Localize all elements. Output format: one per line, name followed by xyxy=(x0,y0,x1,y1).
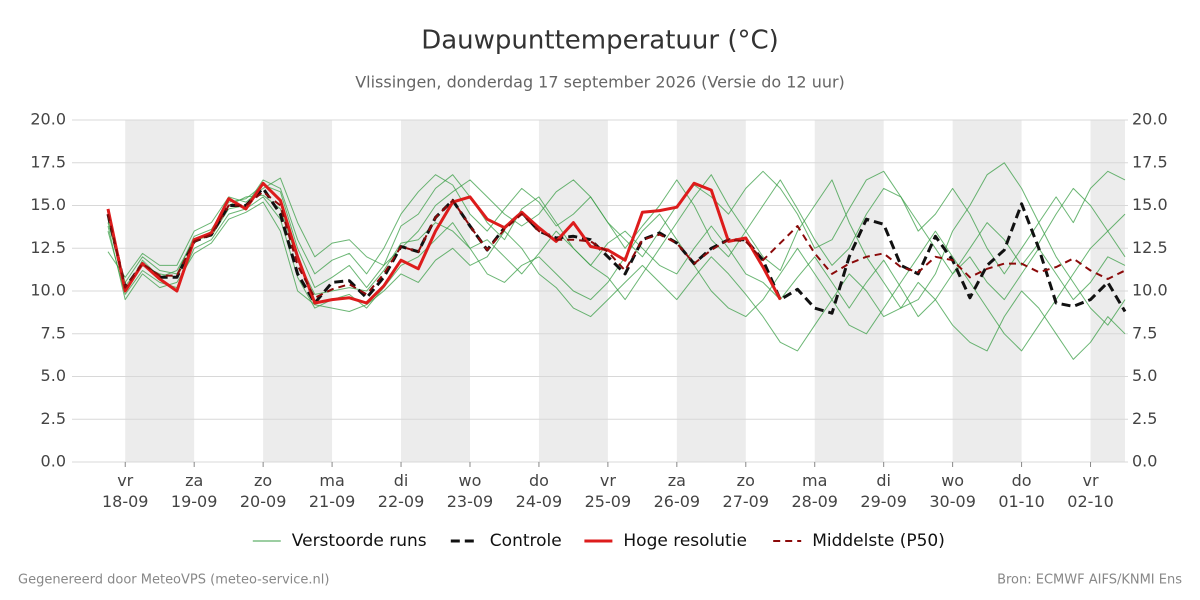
x-tick-label: di 29-09 xyxy=(860,471,907,511)
y-tick-label: 20.0 xyxy=(30,110,66,129)
y-tick-label: 7.5 xyxy=(41,323,66,342)
ensemble-line xyxy=(107,201,1126,360)
y-tick-label: 0.0 xyxy=(41,452,66,471)
legend-label: Verstoorde runs xyxy=(292,531,427,551)
x-tick-label: do 01-10 xyxy=(998,471,1045,511)
legend-label: Middelste (P50) xyxy=(812,531,945,551)
footer-right: Bron: ECMWF AIFS/KNMI Ens xyxy=(997,573,1182,588)
y2-tick-label: 12.5 xyxy=(1132,238,1168,257)
x-tick-label: vr 25-09 xyxy=(585,471,632,511)
x-tick-label: wo 30-09 xyxy=(929,471,976,511)
y-tick-label: 2.5 xyxy=(41,409,66,428)
ensemble-line xyxy=(107,162,1126,326)
x-tick-label: zo 20-09 xyxy=(240,471,287,511)
y-tick-label: 12.5 xyxy=(30,238,66,257)
x-tick-label: za 19-09 xyxy=(171,471,218,511)
y2-tick-label: 10.0 xyxy=(1132,281,1168,300)
y2-tick-label: 15.0 xyxy=(1132,195,1168,214)
x-tick-label: vr 02-10 xyxy=(1067,471,1114,511)
series-line xyxy=(106,186,1127,315)
y-tick-label: 17.5 xyxy=(30,152,66,171)
y-tick-label: 10.0 xyxy=(30,281,66,300)
ensemble-line xyxy=(107,196,1126,352)
y2-tick-label: 5.0 xyxy=(1132,366,1157,385)
legend-label: Controle xyxy=(490,531,562,551)
chart-title: Dauwpunttemperatuur (°C) xyxy=(421,26,779,56)
x-tick-label: do 24-09 xyxy=(516,471,563,511)
x-tick-label: wo 23-09 xyxy=(447,471,494,511)
ensemble-line xyxy=(107,170,1126,278)
y2-tick-label: 0.0 xyxy=(1132,452,1157,471)
y2-tick-label: 7.5 xyxy=(1132,323,1157,342)
x-tick-label: ma 21-09 xyxy=(309,471,356,511)
y2-tick-label: 20.0 xyxy=(1132,110,1168,129)
x-tick-label: vr 18-09 xyxy=(102,471,149,511)
series-line xyxy=(107,190,1126,299)
ensemble-line xyxy=(107,194,1126,318)
y2-tick-label: 17.5 xyxy=(1132,152,1168,171)
x-tick-label: ma 28-09 xyxy=(791,471,838,511)
y-tick-label: 5.0 xyxy=(41,366,66,385)
y-tick-label: 15.0 xyxy=(30,195,66,214)
x-tick-label: zo 27-09 xyxy=(723,471,770,511)
y2-tick-label: 2.5 xyxy=(1132,409,1157,428)
x-tick-label: di 22-09 xyxy=(378,471,425,511)
legend-label: Hoge resolutie xyxy=(623,531,747,551)
series-line xyxy=(106,181,782,305)
chart-subtitle: Vlissingen, donderdag 17 september 2026 … xyxy=(355,73,845,92)
x-tick-label: za 26-09 xyxy=(654,471,701,511)
footer-left: Gegenereerd door MeteoVPS (meteo-service… xyxy=(18,573,329,588)
